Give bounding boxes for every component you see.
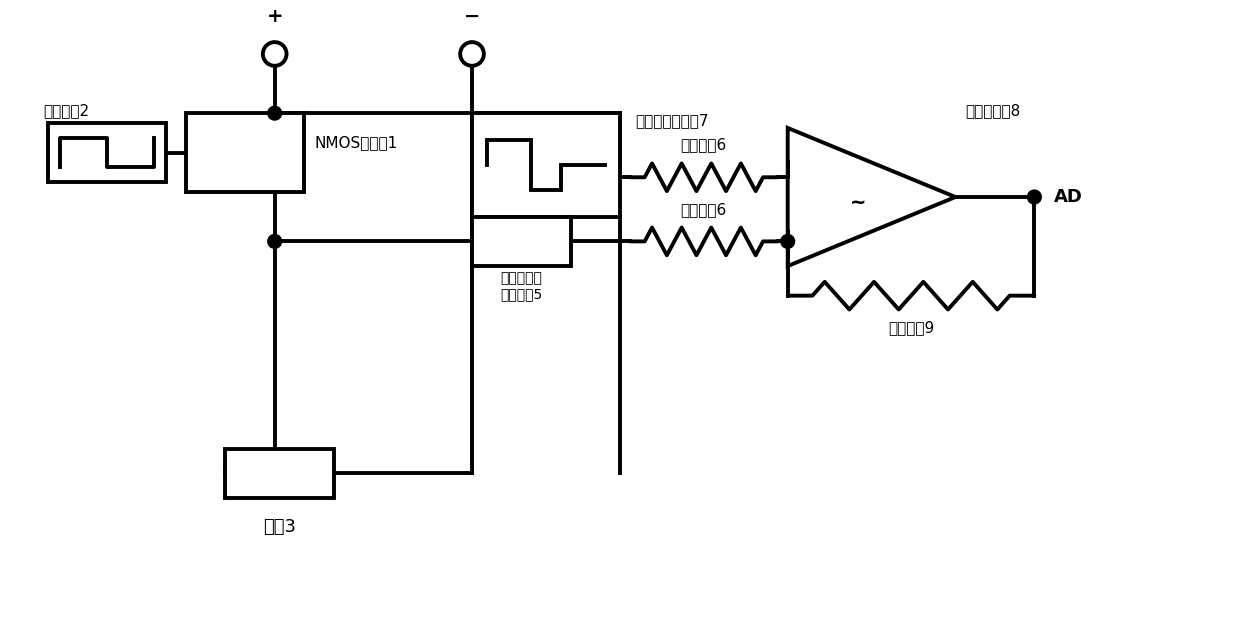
Text: 差分电阻6: 差分电阻6 bbox=[681, 138, 727, 153]
Text: 差分放大器8: 差分放大器8 bbox=[965, 103, 1021, 118]
Bar bbox=[186, 113, 304, 192]
Bar bbox=[472, 113, 620, 217]
Bar bbox=[472, 217, 570, 266]
Text: 反馈电阻9: 反馈电阻9 bbox=[888, 320, 934, 335]
Text: 差分电阻6: 差分电阻6 bbox=[681, 202, 727, 217]
Bar bbox=[226, 449, 334, 498]
Circle shape bbox=[268, 106, 281, 120]
Text: 继电器线圈
等效阻抗5: 继电器线圈 等效阻抗5 bbox=[500, 271, 542, 301]
Circle shape bbox=[781, 235, 795, 248]
Text: NMOS开关管1: NMOS开关管1 bbox=[314, 135, 397, 150]
Text: −: − bbox=[464, 7, 480, 26]
Text: ~: ~ bbox=[849, 192, 867, 212]
Text: 负载3: 负载3 bbox=[263, 518, 296, 535]
Text: AD: AD bbox=[1054, 188, 1083, 206]
Circle shape bbox=[268, 235, 281, 248]
Bar bbox=[48, 123, 166, 182]
Circle shape bbox=[1028, 190, 1042, 204]
Text: 继电器保护电路7: 继电器保护电路7 bbox=[635, 113, 708, 128]
Text: +: + bbox=[267, 7, 283, 26]
Text: 驱动电路2: 驱动电路2 bbox=[43, 103, 89, 118]
